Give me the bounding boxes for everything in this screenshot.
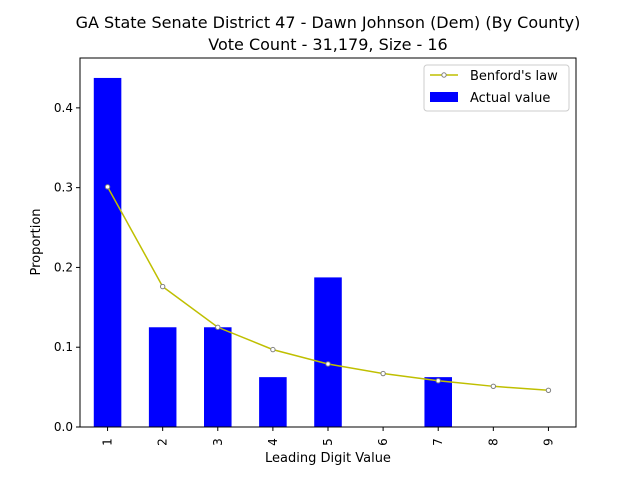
y-tick-label-0: 0.0 — [54, 420, 73, 434]
x-tick-label-3: 3 — [211, 438, 225, 446]
bar-2 — [148, 327, 177, 427]
y-tick-label-4: 0.4 — [54, 101, 73, 115]
bar-1 — [93, 77, 122, 427]
benford-point-8 — [490, 383, 497, 390]
plot-frame — [79, 57, 577, 428]
benford-point-2 — [159, 283, 166, 290]
chart-title-line2: Vote Count - 31,179, Size - 16 — [208, 35, 447, 54]
x-tick-label-9: 9 — [541, 438, 555, 446]
benford-point-7 — [435, 378, 441, 384]
x-tick-label-4: 4 — [266, 438, 280, 446]
legend-benford-label: Benford's law — [470, 69, 558, 84]
x-tick-label-8: 8 — [486, 438, 500, 446]
bar-4 — [259, 377, 287, 427]
x-tick-label-6: 6 — [376, 438, 390, 446]
x-tick-label-2: 2 — [156, 438, 170, 446]
y-axis-label: Proportion — [29, 208, 44, 275]
x-tick-label-7: 7 — [431, 438, 445, 446]
benford-point-9 — [545, 387, 552, 393]
plot-area: 1 2 3 4 5 6 7 8 9 0.0 0.1 0.2 0.3 0.4 — [54, 77, 555, 446]
bar-7 — [424, 377, 452, 427]
bar-5 — [314, 277, 342, 427]
benford-point-6 — [380, 370, 386, 377]
benford-point-5 — [325, 361, 331, 367]
x-tick-label-1: 1 — [101, 438, 115, 446]
legend-actual-label: Actual value — [470, 91, 550, 106]
y-tick-label-1: 0.1 — [54, 340, 73, 354]
legend-benford-marker — [441, 72, 447, 78]
y-tick-label-2: 0.2 — [54, 260, 73, 274]
benford-point-4 — [270, 346, 276, 353]
x-tick-label-5: 5 — [321, 438, 335, 446]
legend: Benford's law Actual value — [423, 64, 570, 112]
y-tick-label-3: 0.3 — [54, 181, 73, 195]
benford-point-3 — [215, 324, 221, 330]
chart-title-line1: GA State Senate District 47 - Dawn Johns… — [76, 13, 581, 32]
benford-point-1 — [104, 184, 111, 190]
legend-actual-swatch — [430, 92, 458, 102]
legend-box — [423, 64, 570, 112]
bar-3 — [204, 327, 232, 427]
x-axis-label: Leading Digit Value — [265, 451, 391, 466]
